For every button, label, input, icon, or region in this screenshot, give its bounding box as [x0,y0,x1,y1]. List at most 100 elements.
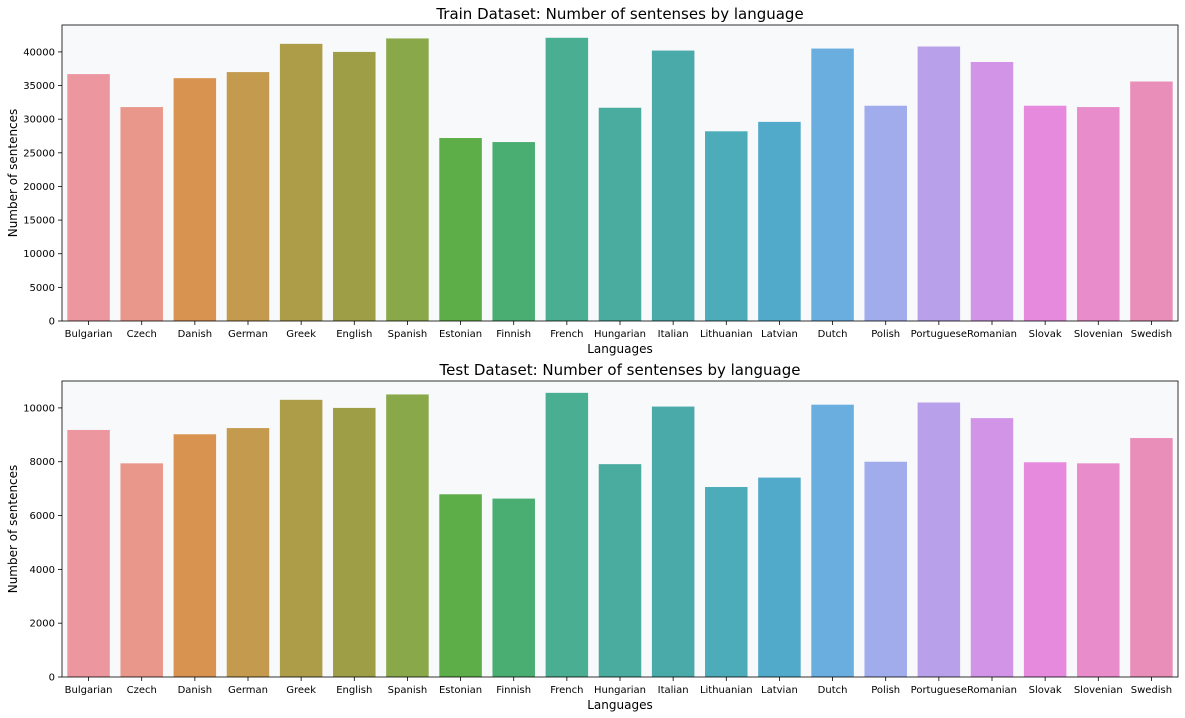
test-x-tick-label: Portuguese [911,685,967,696]
test-x-tick-label: Polish [871,685,900,696]
test-bars [67,392,1173,677]
test-x-tick-label: Greek [286,685,316,696]
test-x-tick-label: Danish [178,685,213,696]
train-x-tick-label: Slovenian [1074,329,1123,340]
test-chart: 0 2000 4000 6000 8000 10000 Bulgarian Czech Dan… [6,361,1179,712]
test-x-tick-label: English [336,685,372,696]
test-x-tick-label: Czech [127,685,157,696]
test-bar-danish [173,434,217,677]
test-x-tick-label: German [228,685,268,696]
test-plot-frame [61,380,1179,678]
test-bar-polish [864,461,907,677]
train-y-tick-label: 20000 [23,182,55,193]
train-x-tick-label: Finnish [496,329,531,340]
test-bar-latvian [758,477,801,677]
train-y-tick-label: 5000 [30,283,55,294]
test-x-tick-label: Lithuanian [700,685,753,696]
test-bar-slovak [1023,462,1067,677]
test-y-tick-label: 6000 [30,511,55,522]
test-bar-german [226,428,270,677]
train-bar-bulgarian [67,74,110,321]
train-bar-italian [651,50,695,322]
test-bar-bulgarian [67,429,110,677]
train-bar-lithuanian [705,131,748,321]
train-x-tick-label: German [228,329,268,340]
train-bar-swedish [1130,81,1173,321]
train-x-tick-label: Italian [658,329,689,340]
test-bar-lithuanian [705,487,748,677]
test-chart-title: Test Dataset: Number of sentenses by lan… [439,361,801,379]
train-bar-greek [279,43,323,322]
test-x-tick-label: French [550,685,583,696]
train-x-tick-label: English [336,329,372,340]
test-bar-french [545,392,589,677]
train-x-tick-label: Slovak [1029,329,1062,340]
train-x-tick-label: Danish [178,329,213,340]
test-bar-finnish [492,498,535,677]
test-x-axis-label: Languages [587,698,652,712]
train-bar-finnish [492,142,535,321]
train-x-tick-label: Dutch [818,329,848,340]
test-bar-dutch [811,404,854,677]
test-x-tick-label: Italian [658,685,689,696]
train-bar-danish [173,78,217,322]
train-plot-frame [61,24,1179,322]
test-bar-romanian [970,418,1014,677]
test-y-tick-label: 4000 [30,565,55,576]
test-bar-hungarian [598,464,642,677]
test-bar-greek [279,399,323,677]
train-bar-german [226,72,270,321]
train-x-tick-label: Swedish [1131,329,1172,340]
train-bar-french [545,37,589,321]
train-bar-polish [864,105,907,321]
test-x-ticks: Bulgarian Czech Danish German Greek English Sp… [65,677,1172,696]
test-y-tick-label: 8000 [30,457,55,468]
train-bar-czech [120,107,163,321]
train-bar-latvian [758,121,801,322]
train-y-tick-label: 35000 [23,81,55,92]
test-x-tick-label: Romanian [967,685,1017,696]
train-bar-estonian [439,138,482,321]
test-bar-estonian [439,494,482,677]
test-x-tick-label: Estonian [439,685,482,696]
train-bars [67,37,1173,322]
train-x-tick-label: Bulgarian [65,329,113,340]
test-bar-swedish [1130,438,1173,677]
train-bar-hungarian [598,107,642,321]
test-y-tick-label: 0 [49,673,55,684]
train-bar-english [333,51,376,321]
train-bar-portuguese [917,46,961,321]
train-x-tick-label: Hungarian [594,329,646,340]
train-y-tick-label: 40000 [23,47,55,58]
train-y-tick-label: 15000 [23,216,55,227]
test-bar-slovenian [1077,463,1120,677]
train-bar-slovak [1023,105,1067,321]
test-x-tick-label: Swedish [1131,685,1172,696]
train-x-tick-label: Czech [127,329,157,340]
train-y-ticks: 0 5000 10000 15000 20000 25000 30000 35000 40000 [23,47,62,328]
train-x-tick-label: Latvian [761,329,798,340]
train-bar-dutch [811,48,854,322]
train-bar-spanish [386,38,429,321]
train-chart: 0 5000 10000 15000 20000 25000 30000 35000 40000… [6,5,1179,356]
train-x-tick-label: Romanian [967,329,1017,340]
train-chart-title: Train Dataset: Number of sentenses by la… [435,5,803,23]
train-y-tick-label: 25000 [23,148,55,159]
test-x-tick-label: Latvian [761,685,798,696]
train-x-tick-label: Estonian [439,329,482,340]
test-x-tick-label: Bulgarian [65,685,113,696]
test-x-tick-label: Dutch [818,685,848,696]
train-bar-slovenian [1077,107,1120,321]
train-y-axis-label: Number of sentences [6,109,20,238]
test-y-ticks: 0 2000 4000 6000 8000 10000 [23,403,62,684]
test-bar-english [333,407,376,677]
train-x-tick-label: Spanish [388,329,428,340]
train-bar-romanian [970,62,1014,321]
train-x-axis-label: Languages [587,342,652,356]
test-x-tick-label: Slovenian [1074,685,1123,696]
train-y-tick-label: 0 [49,317,55,328]
test-bar-czech [120,463,163,677]
train-x-tick-label: Polish [871,329,900,340]
test-y-tick-label: 10000 [23,403,55,414]
